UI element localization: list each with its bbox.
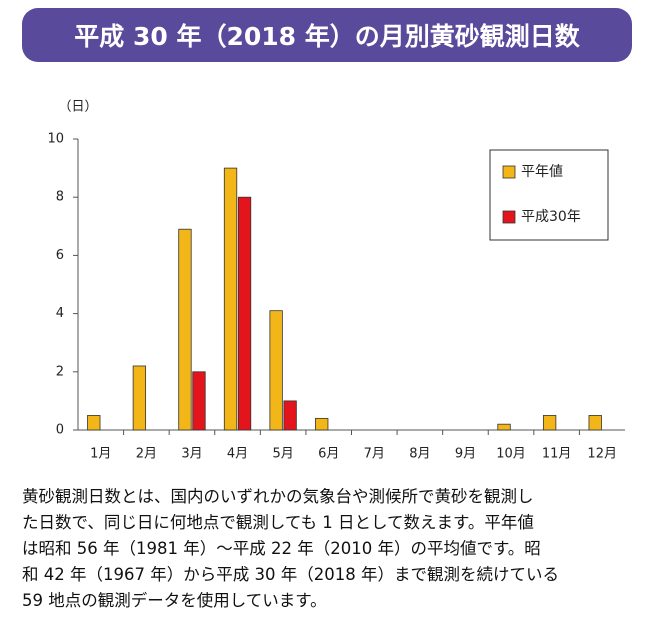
x-tick-label: 8月 <box>409 447 430 462</box>
legend-swatch <box>502 210 516 224</box>
y-axis-label: （日） <box>58 100 97 115</box>
legend-box <box>489 149 609 241</box>
bar <box>497 423 511 431</box>
chart: （日） 0 2 4 6 8 10 1月 2月 3月 4月 5月 6月 7月 8月 9月 10月 11月 12月 平年… <box>47 100 625 462</box>
bar <box>315 417 329 431</box>
description-line: 和 42 年（1967 年）から平成 30 年（2018 年）まで観測を続けてい… <box>22 565 559 584</box>
description-line: は昭和 56 年（1981 年）～平成 22 年（2010 年）の平均値です。昭 <box>22 539 541 558</box>
x-tick-label: 1月 <box>90 447 111 462</box>
bar <box>542 415 557 431</box>
y-tick-label: 8 <box>56 190 64 205</box>
bar <box>87 415 101 431</box>
x-tick-label: 5月 <box>272 447 293 462</box>
x-tick-label: 12月 <box>587 447 617 462</box>
x-tick-label: 6月 <box>318 447 339 462</box>
y-tick-label: 6 <box>56 248 64 263</box>
description-line: 黄砂観測日数とは、国内のいずれかの気象台や測候所で黄砂を観測し <box>22 487 534 506</box>
y-tick-label: 2 <box>56 364 64 379</box>
description: 黄砂観測日数とは、国内のいずれかの気象台や測候所で黄砂を観測し た日数で、同じ日に… <box>22 484 637 614</box>
description-line: 59 地点の観測データを使用しています。 <box>22 591 327 610</box>
bar <box>223 167 238 431</box>
bar <box>269 310 283 431</box>
y-tick-label: 4 <box>56 306 64 321</box>
x-tick-label: 9月 <box>455 447 476 462</box>
y-tick-label: 10 <box>47 132 64 147</box>
description-line: た日数で、同じ日に何地点で観測しても 1 日として数えます。平年値 <box>22 513 534 532</box>
y-tick-label: 0 <box>56 423 64 438</box>
bar <box>283 400 297 431</box>
bar <box>132 365 147 431</box>
x-tick-label: 10月 <box>496 447 526 462</box>
bar <box>588 415 602 431</box>
bar <box>178 228 192 431</box>
x-tick-label: 4月 <box>227 447 248 462</box>
x-tick-label: 7月 <box>364 447 385 462</box>
legend-label: 平成30年 <box>521 209 581 225</box>
bar <box>237 196 252 431</box>
bar <box>192 371 206 431</box>
title-banner: 平成 30 年（2018 年）の月別黄砂観測日数 <box>22 8 632 62</box>
x-tick-label: 2月 <box>136 447 157 462</box>
legend-swatch <box>502 165 516 179</box>
x-tick-label: 11月 <box>542 447 572 462</box>
legend-label: 平年値 <box>521 164 563 180</box>
x-tick-label: 3月 <box>181 447 202 462</box>
